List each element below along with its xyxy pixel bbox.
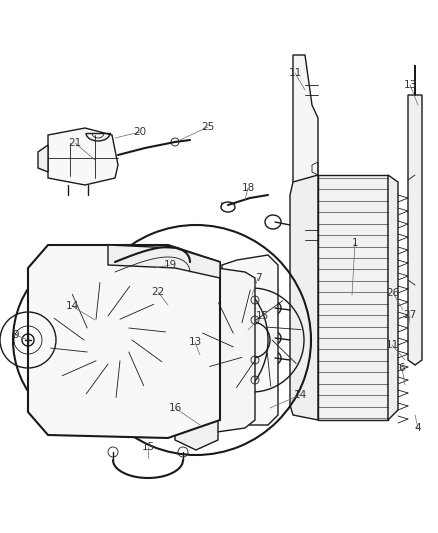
Polygon shape: [388, 175, 398, 420]
Text: 18: 18: [241, 183, 254, 193]
Text: 25: 25: [201, 122, 215, 132]
Polygon shape: [108, 245, 220, 278]
Text: 13: 13: [403, 80, 417, 90]
Polygon shape: [318, 175, 388, 420]
Text: 21: 21: [68, 138, 81, 148]
Text: 19: 19: [163, 260, 177, 270]
Text: 9: 9: [13, 330, 19, 340]
Polygon shape: [408, 65, 422, 365]
Polygon shape: [38, 145, 48, 172]
Text: 16: 16: [168, 403, 182, 413]
Text: 14: 14: [293, 390, 307, 400]
Polygon shape: [48, 128, 118, 185]
Text: 11: 11: [288, 68, 302, 78]
Text: 13: 13: [188, 337, 201, 347]
Text: 26: 26: [386, 288, 399, 298]
Text: 1: 1: [352, 238, 358, 248]
Text: 20: 20: [134, 127, 147, 137]
Polygon shape: [175, 410, 218, 450]
Text: 6: 6: [399, 363, 405, 373]
Polygon shape: [293, 55, 318, 262]
Text: 27: 27: [403, 310, 417, 320]
Text: 22: 22: [152, 287, 165, 297]
Polygon shape: [222, 255, 278, 425]
Polygon shape: [108, 258, 255, 435]
Text: 7: 7: [254, 273, 261, 283]
Text: 15: 15: [255, 311, 268, 321]
Polygon shape: [290, 175, 318, 420]
Text: 4: 4: [415, 423, 421, 433]
Text: 15: 15: [141, 442, 155, 452]
Polygon shape: [28, 245, 220, 438]
Text: 11: 11: [385, 340, 399, 350]
Text: 14: 14: [65, 301, 79, 311]
